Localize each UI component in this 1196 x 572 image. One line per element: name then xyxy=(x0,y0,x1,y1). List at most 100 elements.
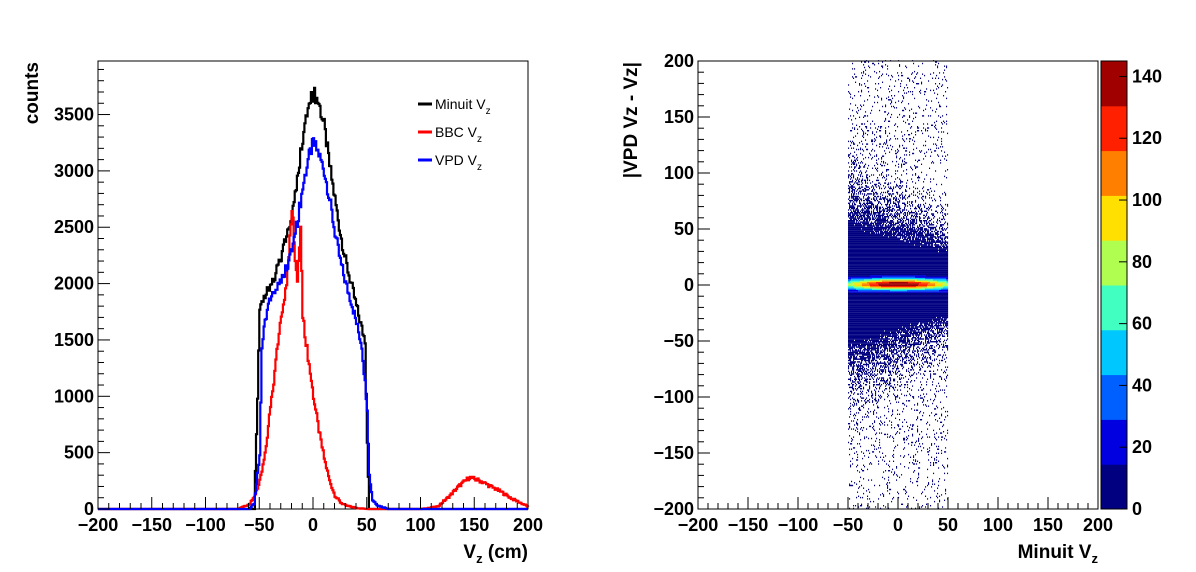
colorbar-band xyxy=(1101,501,1127,510)
colorbar-band xyxy=(1101,456,1127,465)
colorbar-band xyxy=(1101,292,1127,301)
colorbar-band xyxy=(1101,434,1127,443)
colorbar-band xyxy=(1101,299,1127,308)
colorbar-band xyxy=(1101,471,1127,480)
colorbar-band xyxy=(1101,165,1127,174)
colorbar-band xyxy=(1101,187,1127,196)
colorbar-band xyxy=(1101,247,1127,256)
colorbar-band xyxy=(1101,75,1127,84)
y-tick-label: −100 xyxy=(653,387,694,407)
colorbar-band xyxy=(1101,419,1127,428)
heatmap-panel: −200 −150 −100 −50 0 50 100 150 200 −200 −150 −100… xyxy=(621,51,1162,566)
colorbar-band xyxy=(1101,180,1127,189)
heatmap-x-ticks: −200 −150 −100 −50 0 50 100 150 200 xyxy=(678,497,1113,535)
heatmap-y-ticks: −200 −150 −100 −50 0 50 100 150 200 xyxy=(653,51,710,519)
histogram-x-axis-title: Vz (cm) xyxy=(463,542,528,566)
x-tick-label: 100 xyxy=(405,515,435,535)
x-tick-label: −200 xyxy=(678,515,719,535)
x-tick-label: 100 xyxy=(983,515,1013,535)
colorbar-band xyxy=(1101,225,1127,234)
colorbar-band xyxy=(1101,98,1127,107)
colorbar-band xyxy=(1101,277,1127,286)
colorbar-frame xyxy=(1100,60,1128,510)
histogram-y-axis-title: counts xyxy=(22,62,43,124)
colorbar-band xyxy=(1101,150,1127,159)
series-line-1 xyxy=(98,210,530,511)
colorbar-band xyxy=(1101,285,1127,293)
y-tick-label: 3500 xyxy=(54,105,94,125)
colorbar-band xyxy=(1101,307,1127,316)
colorbar-tick-label: 60 xyxy=(1132,314,1152,334)
colorbar-band xyxy=(1101,68,1127,77)
colorbar-band xyxy=(1101,337,1127,346)
y-tick-label: 150 xyxy=(664,107,694,127)
colorbar-band xyxy=(1101,359,1127,368)
colorbar-tick-label: 20 xyxy=(1132,437,1152,457)
colorbar-band xyxy=(1101,397,1127,405)
y-tick-label: 50 xyxy=(674,219,694,239)
y-tick-label: 2500 xyxy=(54,217,94,237)
colorbar-band xyxy=(1101,494,1127,503)
colorbar-band xyxy=(1101,232,1127,241)
x-tick-label: −50 xyxy=(833,515,864,535)
colorbar-band xyxy=(1101,352,1127,361)
y-tick-label: −150 xyxy=(653,443,694,463)
y-tick-label: 3000 xyxy=(54,161,94,181)
colorbar-band xyxy=(1101,90,1127,99)
colorbar-band xyxy=(1101,329,1127,338)
histogram-x-ticks: −200 −150 −100 −50 0 50 100 150 200 xyxy=(78,497,543,535)
colorbar-band xyxy=(1101,135,1127,144)
series-line-2 xyxy=(98,137,528,511)
colorbar-band xyxy=(1101,449,1127,458)
x-tick-label: −50 xyxy=(244,515,275,535)
x-tick-label: −100 xyxy=(185,515,226,535)
colorbar-band xyxy=(1101,113,1127,122)
colorbar-band xyxy=(1101,270,1127,279)
colorbar-band xyxy=(1101,486,1127,495)
y-tick-label: 100 xyxy=(664,163,694,183)
histogram-panel: −200 −150 −100 −50 0 50 100 150 200 0 500 1000 1500… xyxy=(22,60,543,566)
x-tick-label: 200 xyxy=(1083,515,1113,535)
colorbar-band xyxy=(1101,210,1127,219)
colorbar-band xyxy=(1101,367,1127,376)
colorbar-band xyxy=(1101,404,1127,413)
heatmap-cells xyxy=(848,60,949,510)
legend-label: Minuit Vz xyxy=(435,96,491,117)
colorbar-band xyxy=(1101,158,1127,167)
colorbar-band xyxy=(1101,411,1127,420)
colorbar-band xyxy=(1101,441,1127,450)
x-tick-label: −150 xyxy=(728,515,769,535)
x-tick-label: −200 xyxy=(78,515,119,535)
y-tick-label: −50 xyxy=(663,331,694,351)
y-tick-label: 500 xyxy=(64,443,94,463)
colorbar-tick-label: 120 xyxy=(1132,128,1162,148)
x-tick-label: −150 xyxy=(131,515,172,535)
y-tick-label: 200 xyxy=(664,51,694,71)
colorbar-band xyxy=(1101,426,1127,435)
x-tick-label: 50 xyxy=(938,515,958,535)
histogram-y-ticks: 0 500 1000 1500 2000 2500 3000 3500 xyxy=(54,68,110,519)
x-tick-label: 0 xyxy=(308,515,318,535)
colorbar-band xyxy=(1101,262,1127,271)
colorbar-band xyxy=(1101,464,1127,473)
histogram-legend: Minuit Vz BBC Vz VPD Vz xyxy=(418,96,491,173)
colorbar-band xyxy=(1101,479,1127,488)
colorbar-band xyxy=(1101,314,1127,323)
colorbar-band xyxy=(1101,195,1127,204)
colorbar-band xyxy=(1101,143,1127,152)
colorbar-tick-label: 100 xyxy=(1132,190,1162,210)
colorbar-band xyxy=(1101,173,1127,181)
x-tick-label: 0 xyxy=(893,515,903,535)
x-tick-label: 150 xyxy=(459,515,489,535)
heatmap-x-axis-title: Minuit Vz xyxy=(1018,542,1099,566)
colorbar-band xyxy=(1101,374,1127,383)
legend-label: BBC Vz xyxy=(435,124,482,145)
y-tick-label: 0 xyxy=(84,499,94,519)
x-tick-label: −100 xyxy=(778,515,819,535)
colorbar-band xyxy=(1101,120,1127,129)
colorbar-tick-label: 140 xyxy=(1132,66,1162,86)
colorbar-band xyxy=(1101,389,1127,398)
y-tick-label: −200 xyxy=(653,499,694,519)
x-tick-label: 150 xyxy=(1033,515,1063,535)
colorbar-band xyxy=(1101,255,1127,264)
